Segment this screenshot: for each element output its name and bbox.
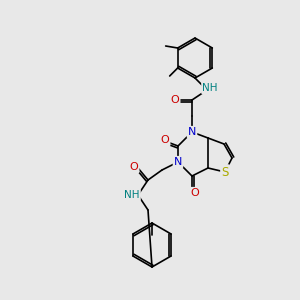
Text: N: N xyxy=(174,157,182,167)
Text: O: O xyxy=(130,162,138,172)
Text: N: N xyxy=(188,127,196,137)
Text: O: O xyxy=(171,95,179,105)
Text: S: S xyxy=(221,166,229,178)
Text: NH: NH xyxy=(124,190,140,200)
Text: O: O xyxy=(190,188,200,198)
Text: NH: NH xyxy=(202,83,218,93)
Text: O: O xyxy=(160,135,169,145)
